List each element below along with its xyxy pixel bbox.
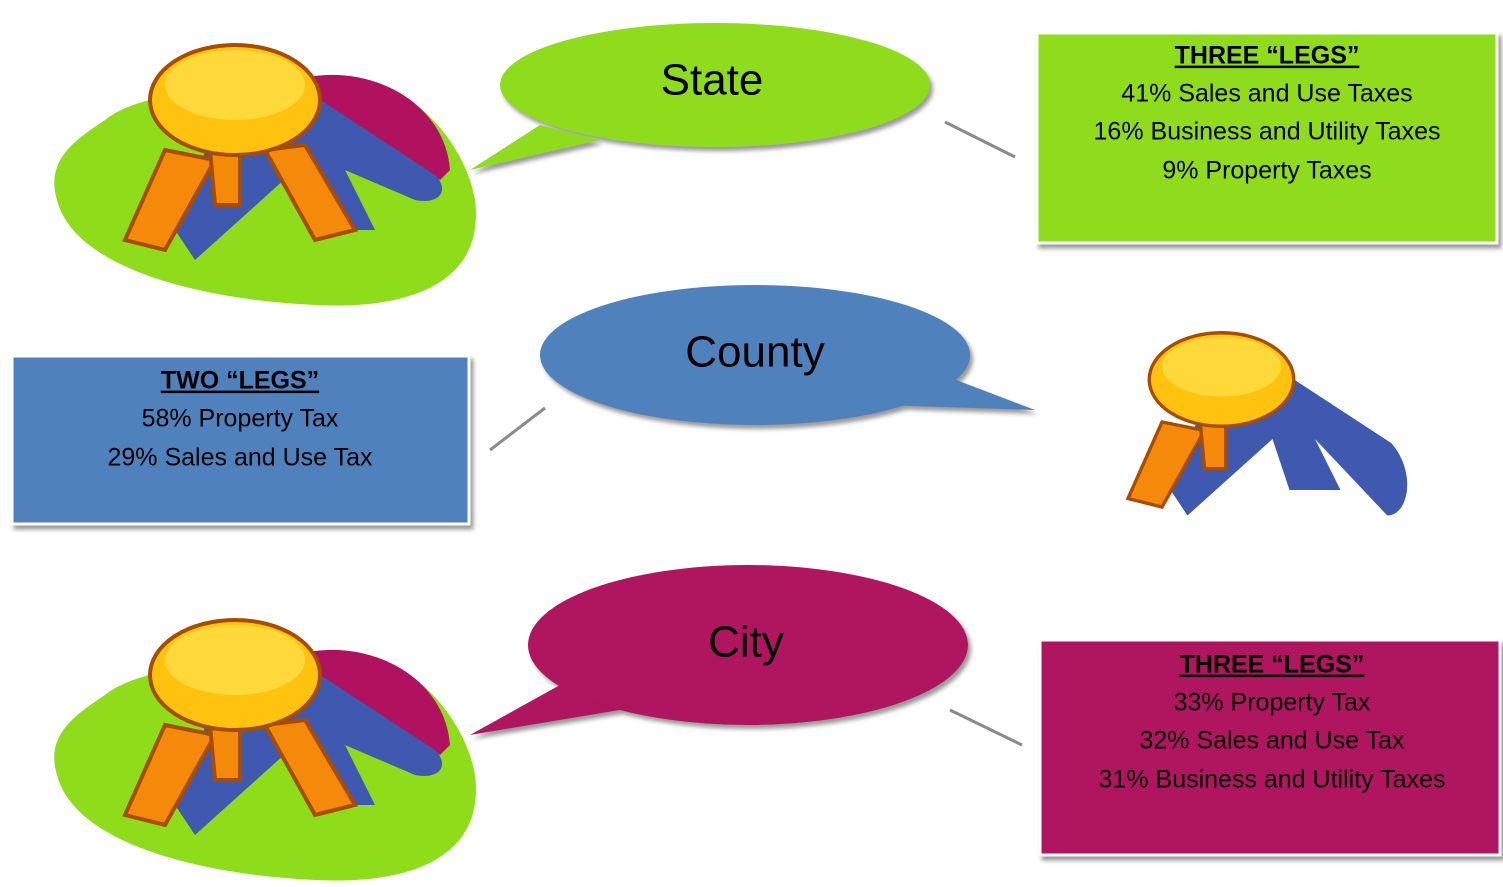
stool-icon [1125,331,1408,516]
box-line: 41% Sales and Use Taxes [1121,80,1412,108]
info-box [10,354,471,526]
box-line: 29% Sales and Use Tax [108,444,373,472]
box-heading: THREE “LEGS” [1180,651,1365,679]
box-line: 58% Property Tax [142,405,339,433]
connector [944,120,1016,159]
speech-bubble [540,285,1035,425]
speech-bubble [470,23,930,170]
box-line: 16% Business and Utility Taxes [1094,118,1441,146]
bubble-label: County [685,328,824,377]
stool-icon [52,43,478,308]
bubble-label: State [661,56,764,105]
info-box [1038,638,1502,857]
box-line: 9% Property Taxes [1162,157,1371,185]
box-line: 31% Business and Utility Taxes [1099,766,1446,794]
speech-bubble [470,565,968,735]
bubble-label: City [708,618,784,667]
box-line: 32% Sales and Use Tax [1140,727,1405,755]
box-line: 33% Property Tax [1174,689,1371,717]
stool-icon [52,618,478,883]
box-heading: THREE “LEGS” [1175,42,1360,70]
box-heading: TWO “LEGS” [161,367,319,395]
info-box [1035,31,1499,245]
connector [489,406,546,452]
connector [949,708,1023,747]
